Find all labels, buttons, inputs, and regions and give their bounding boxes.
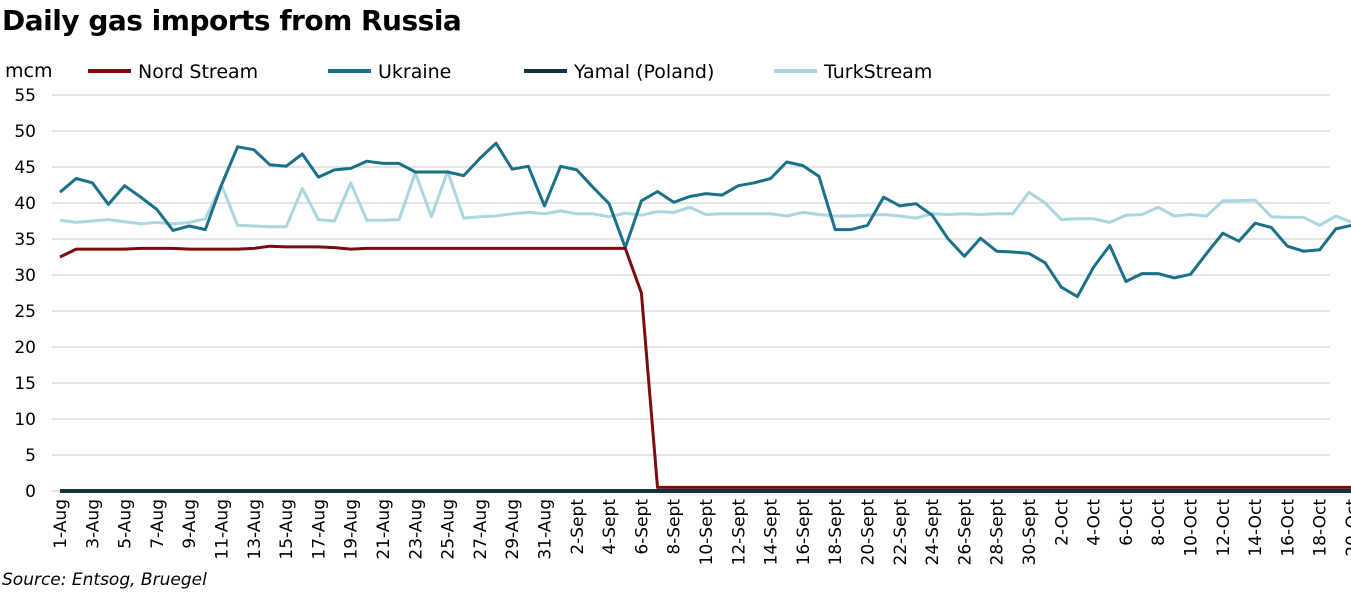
x-tick-label: 13-Aug: [245, 499, 265, 560]
x-tick-label: 6-Sept: [632, 499, 652, 555]
chart-title: Daily gas imports from Russia: [2, 4, 462, 37]
gridlines: [52, 94, 1330, 492]
y-tick-label: 20: [14, 338, 36, 358]
x-tick-label: 16-Sept: [794, 499, 814, 566]
y-tick-label: 15: [14, 374, 36, 394]
x-tick-label: 19-Aug: [342, 499, 362, 560]
legend-label: TurkStream: [823, 61, 932, 83]
x-tick-label: 18-Sept: [826, 499, 846, 566]
x-tick-label: 30-Sept: [1020, 499, 1040, 566]
y-axis-ticks: 0 5 10 15 20 25 30 35 40 45 50 55: [14, 86, 36, 502]
x-tick-label: 1-Aug: [51, 499, 71, 549]
x-tick-label: 9-Aug: [180, 499, 200, 549]
x-tick-label: 3-Aug: [83, 499, 103, 549]
x-tick-label: 14-Sept: [762, 499, 782, 566]
x-tick-label: 28-Sept: [988, 499, 1008, 566]
source-note: Source: Entsog, Bruegel: [2, 570, 207, 590]
x-tick-label: 10-Sept: [697, 499, 717, 566]
x-tick-label: 21-Aug: [374, 499, 394, 560]
x-tick-label: 24-Sept: [923, 499, 943, 566]
x-tick-label: 14-Oct: [1246, 499, 1266, 557]
x-tick-label: 25-Aug: [439, 499, 459, 560]
x-tick-label: 29-Aug: [503, 499, 523, 560]
y-tick-label: 40: [14, 194, 36, 214]
y-tick-label: 0: [25, 482, 36, 502]
x-tick-label: 16-Oct: [1278, 499, 1298, 557]
series-line-nord-stream: [59, 244, 1351, 489]
y-axis-unit-label: mcm: [5, 60, 52, 82]
y-tick-label: 25: [14, 302, 36, 322]
y-tick-label: 35: [14, 230, 36, 250]
x-tick-label: 18-Oct: [1311, 499, 1331, 557]
x-tick-label: 20-Oct: [1343, 499, 1351, 557]
x-tick-label: 31-Aug: [536, 499, 556, 560]
y-tick-label: 10: [14, 410, 36, 430]
legend-label: Ukraine: [378, 61, 451, 83]
x-tick-label: 5-Aug: [116, 499, 136, 549]
y-tick-label: 55: [14, 86, 36, 106]
x-tick-label: 22-Sept: [891, 499, 911, 566]
x-tick-label: 20-Sept: [859, 499, 879, 566]
x-axis-ticks: 1-Aug 3-Aug 5-Aug 7-Aug 9-Aug 11-Aug 13-Aug 15-…: [51, 499, 1351, 566]
x-tick-label: 8-Oct: [1149, 499, 1169, 546]
series-line-ukraine: [59, 141, 1351, 299]
y-tick-label: 30: [14, 266, 36, 286]
legend-label: Nord Stream: [138, 61, 258, 83]
x-tick-label: 10-Oct: [1182, 499, 1202, 557]
x-tick-label: 4-Oct: [1085, 499, 1105, 546]
x-tick-label: 12-Oct: [1214, 499, 1234, 557]
x-tick-label: 8-Sept: [665, 499, 685, 555]
x-tick-label: 15-Aug: [277, 499, 297, 560]
y-tick-label: 50: [14, 122, 36, 142]
x-tick-label: 11-Aug: [213, 499, 233, 560]
x-tick-label: 17-Aug: [309, 499, 329, 560]
x-tick-label: 2-Sept: [568, 499, 588, 555]
series-lines: [59, 141, 1351, 493]
y-tick-label: 5: [25, 446, 36, 466]
x-tick-label: 6-Oct: [1117, 499, 1137, 546]
x-tick-label: 2-Oct: [1052, 499, 1072, 546]
x-tick-label: 26-Sept: [955, 499, 975, 566]
x-tick-label: 27-Aug: [471, 499, 491, 560]
legend-label: Yamal (Poland): [573, 61, 714, 83]
legend: Nord Stream Ukraine Yamal (Poland) TurkStre…: [88, 61, 932, 83]
series-line-turkstream: [59, 169, 1351, 229]
y-tick-label: 45: [14, 158, 36, 178]
x-tick-label: 4-Sept: [600, 499, 620, 555]
x-tick-label: 23-Aug: [406, 499, 426, 560]
x-tick-label: 7-Aug: [148, 499, 168, 549]
x-tick-label: 12-Sept: [729, 499, 749, 566]
